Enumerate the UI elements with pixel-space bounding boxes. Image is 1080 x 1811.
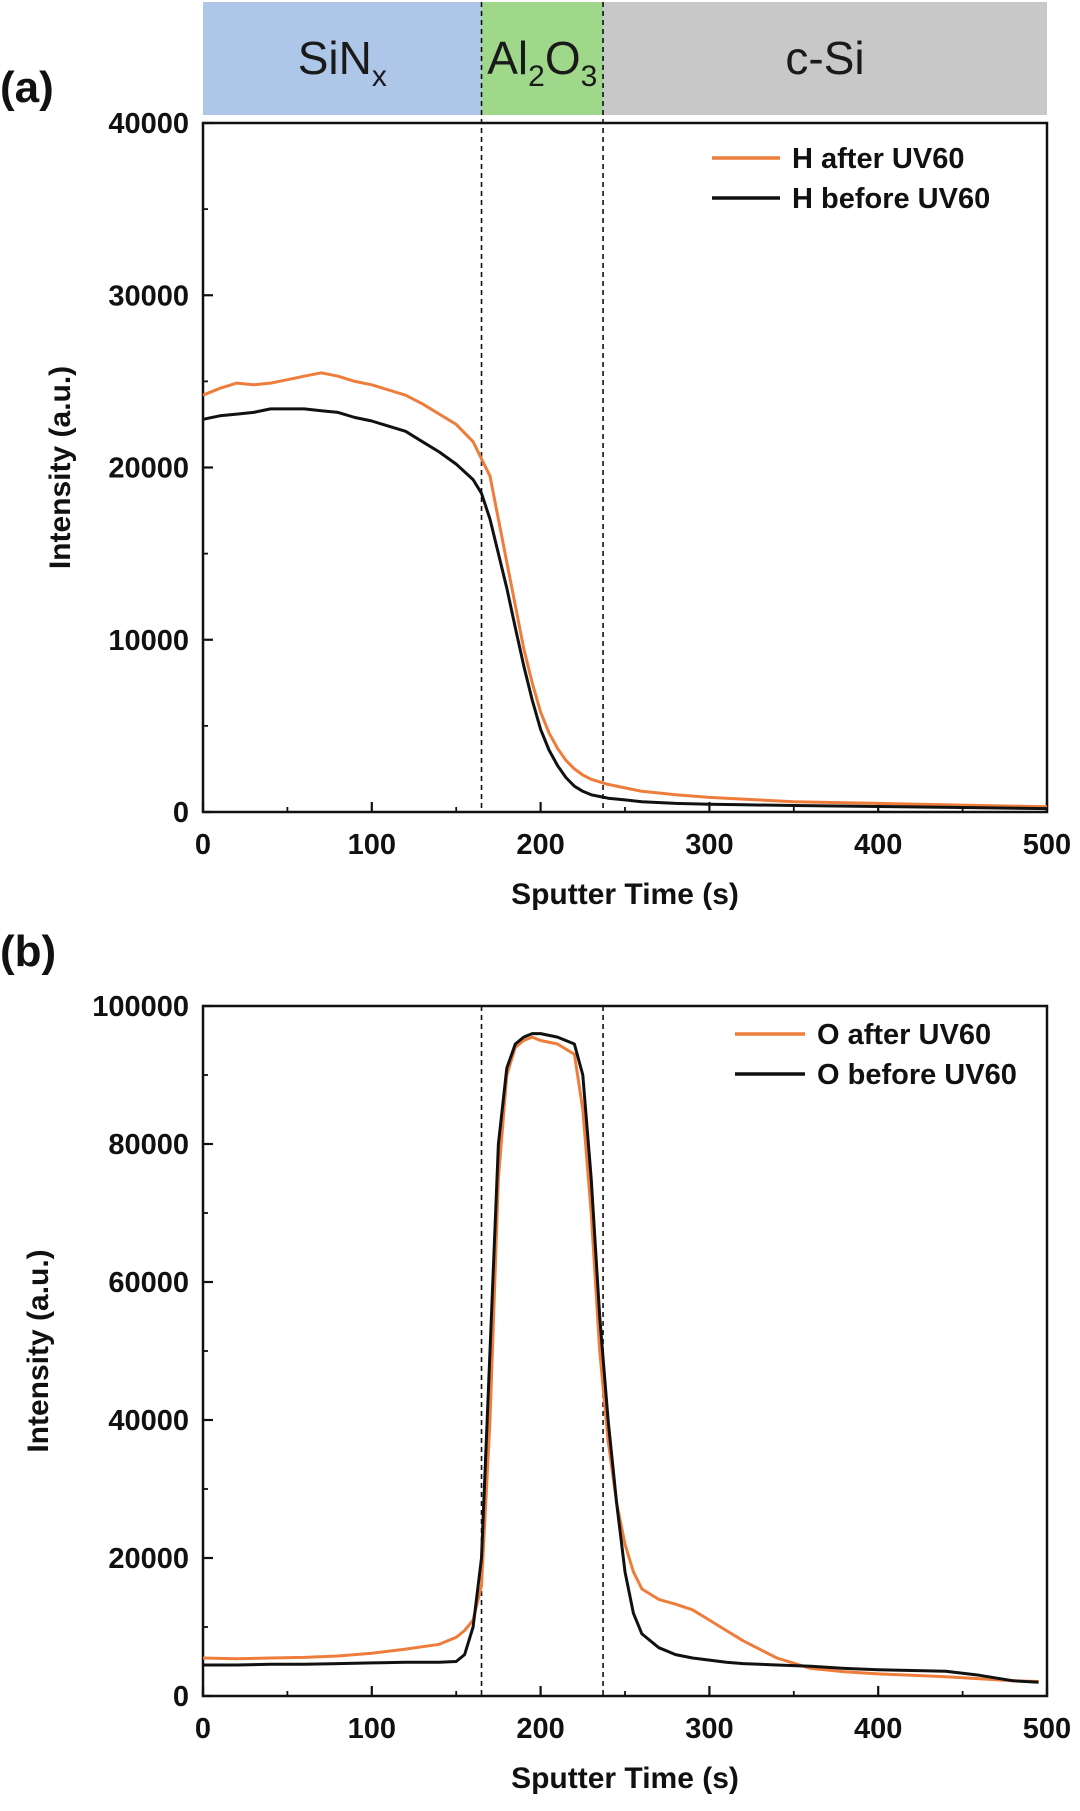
y-axis-title-b: Intensity (a.u.): [22, 1249, 55, 1452]
interface-lines-a: [480, 2, 604, 812]
y-tick-label: 0: [173, 1681, 189, 1713]
x-tick-label: 400: [854, 829, 902, 861]
series-line-1: [202, 407, 1048, 811]
y-tick-label: 100000: [92, 991, 189, 1023]
series-a: [202, 371, 1048, 811]
layer-label-0: SiNx: [298, 32, 387, 93]
x-tick-label: 300: [685, 829, 733, 861]
x-tick-label: 300: [685, 1713, 733, 1745]
x-tick-label: 400: [854, 1713, 902, 1745]
y-tick-label: 80000: [108, 1129, 189, 1161]
x-tick-label: 200: [516, 1713, 564, 1745]
y-tick-label: 20000: [108, 453, 189, 485]
panel-a-label: (a): [0, 63, 54, 112]
legend-entry-1: O before UV60: [817, 1059, 1017, 1091]
series-line-0: [202, 371, 1048, 809]
series-line-1: [203, 1032, 1039, 1684]
layer-block-2: [603, 2, 1047, 115]
plot-frame-b: [201, 1004, 1049, 1698]
x-axis-title-a: Sputter Time (s): [511, 878, 739, 911]
legend-b: O after UV60 O before UV60: [735, 1019, 1017, 1091]
x-tick-label: 0: [195, 1713, 211, 1745]
series-line-0: [202, 1035, 1039, 1683]
y-tick-label: 0: [173, 797, 189, 829]
y-tick-label: 40000: [108, 1405, 189, 1437]
layer-label-2: c-Si: [785, 32, 864, 84]
x-tick-label: 200: [516, 829, 564, 861]
plot-frame-a: [201, 121, 1049, 814]
x-tick-label: 0: [195, 829, 211, 861]
y-tick-label: 20000: [108, 1543, 189, 1575]
legend-entry-0: O after UV60: [817, 1019, 991, 1051]
layer-block-1: [481, 2, 604, 115]
x-tick-label: 100: [348, 829, 396, 861]
y-axis-title-a: Intensity (a.u.): [44, 366, 77, 569]
x-axis-title-b: Sputter Time (s): [511, 1762, 739, 1795]
panel-b-label: (b): [0, 927, 56, 976]
series-b: [202, 1032, 1039, 1684]
x-tick-label: 500: [1023, 1713, 1071, 1745]
x-tick-label: 500: [1023, 829, 1071, 861]
legend-a: H after UV60 H before UV60: [712, 143, 990, 215]
layer-label-1: Al2O3: [487, 32, 597, 93]
y-tick-label: 10000: [108, 625, 189, 657]
x-tick-label: 100: [348, 1713, 396, 1745]
y-tick-label: 30000: [108, 280, 189, 312]
layer-block-0: [203, 2, 482, 115]
y-tick-label: 60000: [108, 1267, 189, 1299]
layer-bar: SiNx Al2O3 c-Si: [203, 2, 1047, 115]
ticks-a: 0 100 200 300 400 500 0 10000 20000 30000 40000: [108, 108, 1071, 861]
panel-a: (a) SiNx Al2O3 c-Si 0 100 200 300 400 500 0 10000…: [0, 2, 1071, 911]
legend-entry-1: H before UV60: [792, 183, 990, 215]
legend-entry-0: H after UV60: [792, 143, 964, 175]
y-tick-label: 40000: [108, 108, 189, 140]
ticks-b: 0 100 200 300 400 500 0 20000 40000 60000 80000 100…: [92, 991, 1071, 1745]
panel-b: (b) 0 100 200 300 400 500 0 20000 40000 60000 8000…: [0, 927, 1071, 1795]
